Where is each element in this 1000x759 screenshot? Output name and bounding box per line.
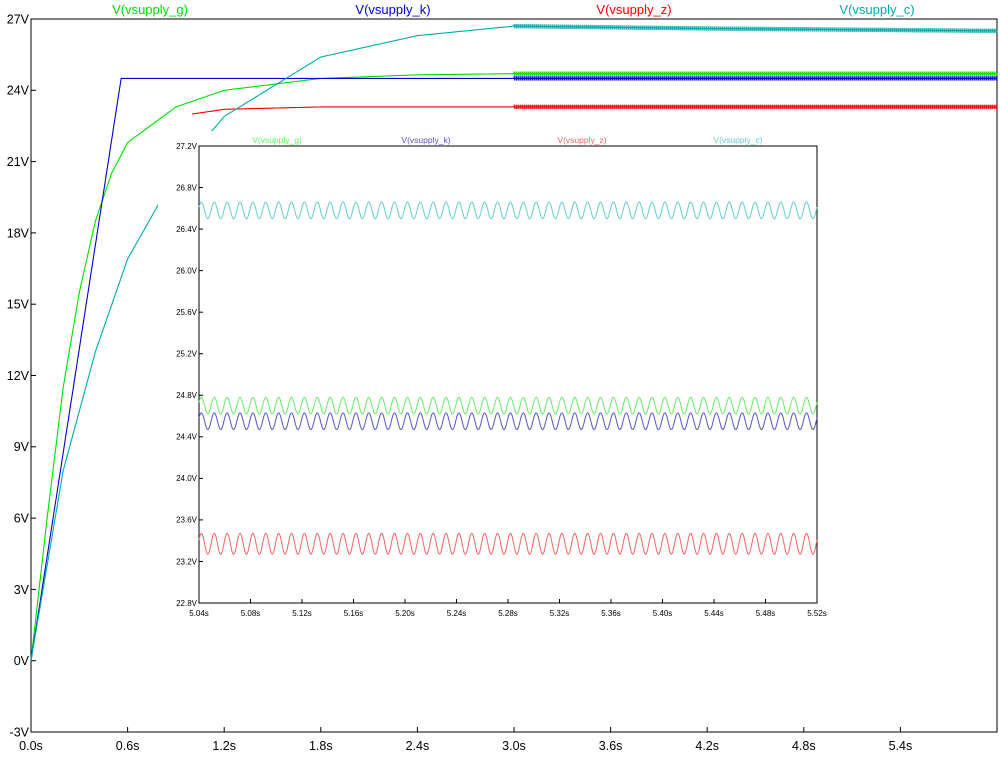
main-series-ripple-band [513,23,998,34]
main-legend-entry: V(vsupply_k) [355,2,430,17]
inset-y-tick-label: 26.4V [176,225,198,234]
inset-series-line [198,201,818,220]
main-x-tick-label: 5.4s [889,739,913,753]
main-x-tick-label: 1.8s [309,739,333,753]
main-y-tick-label: 18V [7,226,30,240]
inset-series-line [198,532,818,555]
main-series-ripple-band [513,71,998,77]
main-y-tick-label: 3V [14,583,30,597]
main-x-tick-label: 2.4s [406,739,430,753]
main-x-tick-label: 0.6s [116,739,140,753]
inset-y-tick-label: 24.0V [176,474,198,483]
inset-x-tick-label: 5.48s [756,609,776,618]
main-x-tick-label: 0.0s [19,739,43,753]
inset-x-tick-label: 5.36s [601,609,621,618]
main-x-tick-label: 4.8s [792,739,816,753]
main-legend-entry: V(vsupply_c) [839,2,914,17]
inset-y-tick-label: 24.8V [176,391,198,400]
inset-x-tick-label: 5.04s [189,609,209,618]
main-plot: 0.0s 0.6s 1.2s 1.8s 2.4s 3.0s 3.6s 4.2s 4.8s 5.4s… [7,2,998,753]
inset-legend-entry: V(vsupply_k) [401,135,450,145]
inset-x-tick-label: 5.44s [704,609,724,618]
inset-x-tick-label: 5.40s [653,609,673,618]
inset-series-line [198,412,818,431]
inset-y-tick-label: 27.2V [176,142,198,151]
inset-legend-entry: V(vsupply_c) [713,135,762,145]
inset-zoom-plot: 5.04s 5.08s 5.12s 5.16s 5.20s 5.24s 5.28s 5.32s… [158,131,827,623]
main-y-tick-label: 24V [7,84,30,98]
inset-y-tick-label: 26.8V [176,183,198,192]
inset-x-tick-label: 5.12s [292,609,312,618]
main-y-tick-label: 0V [14,654,30,668]
main-x-tick-label: 4.2s [695,739,719,753]
main-legend-entry: V(vsupply_g) [112,2,188,17]
inset-x-tick-label: 5.16s [344,609,364,618]
main-x-tick-label: 1.2s [212,739,236,753]
inset-y-tick-label: 26.0V [176,266,198,275]
main-series-ripple-band [513,104,998,110]
inset-x-tick-label: 5.08s [241,609,261,618]
main-y-tick-label: 6V [14,511,30,525]
inset-x-tick-label: 5.32s [550,609,570,618]
inset-x-tick-label: 5.52s [807,609,827,618]
main-y-tick-label: 9V [14,440,30,454]
inset-y-tick-label: 25.2V [176,350,198,359]
main-y-tick-label: -3V [10,725,30,739]
main-legend-entry: V(vsupply_z) [596,2,671,17]
main-y-tick-label: 27V [7,12,30,26]
main-y-tick-label: 12V [7,369,30,383]
inset-y-tick-label: 22.8V [176,599,198,608]
inset-x-tick-label: 5.24s [447,609,467,618]
inset-x-tick-label: 5.28s [498,609,518,618]
main-series-ripple-band [513,76,998,81]
main-x-tick-label: 3.0s [502,739,526,753]
inset-y-tick-label: 24.4V [176,433,198,442]
inset-y-tick-label: 23.6V [176,516,198,525]
inset-series-line [198,396,818,415]
inset-legend-entry: V(vsupply_g) [252,135,302,145]
inset-x-tick-label: 5.20s [395,609,415,618]
main-y-tick-label: 21V [7,155,30,169]
inset-y-tick-label: 25.6V [176,308,198,317]
inset-y-tick-label: 23.2V [176,557,198,566]
main-x-tick-label: 3.6s [599,739,623,753]
inset-legend-entry: V(vsupply_z) [557,135,606,145]
main-y-tick-label: 15V [7,298,30,312]
